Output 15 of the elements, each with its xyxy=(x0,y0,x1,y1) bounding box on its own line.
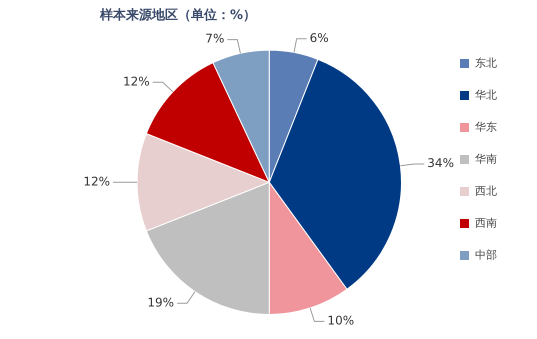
data-label: 10% xyxy=(327,313,354,328)
data-label: 12% xyxy=(83,174,110,188)
data-label: 19% xyxy=(147,295,174,310)
legend-label: 华北 xyxy=(475,88,497,102)
legend-label: 华南 xyxy=(475,152,497,166)
data-label: 34% xyxy=(427,156,454,170)
data-label: 6% xyxy=(310,30,329,45)
legend-label: 西南 xyxy=(475,216,497,230)
chart-title: 样本来源地区（单位：%） xyxy=(99,7,256,24)
data-label: 12% xyxy=(123,74,150,88)
legend-label: 中部 xyxy=(475,248,497,262)
data-label: 7% xyxy=(205,32,224,46)
legend-label: 华东 xyxy=(475,120,497,134)
legend-label: 东北 xyxy=(475,56,497,70)
legend-label: 西北 xyxy=(475,184,497,198)
